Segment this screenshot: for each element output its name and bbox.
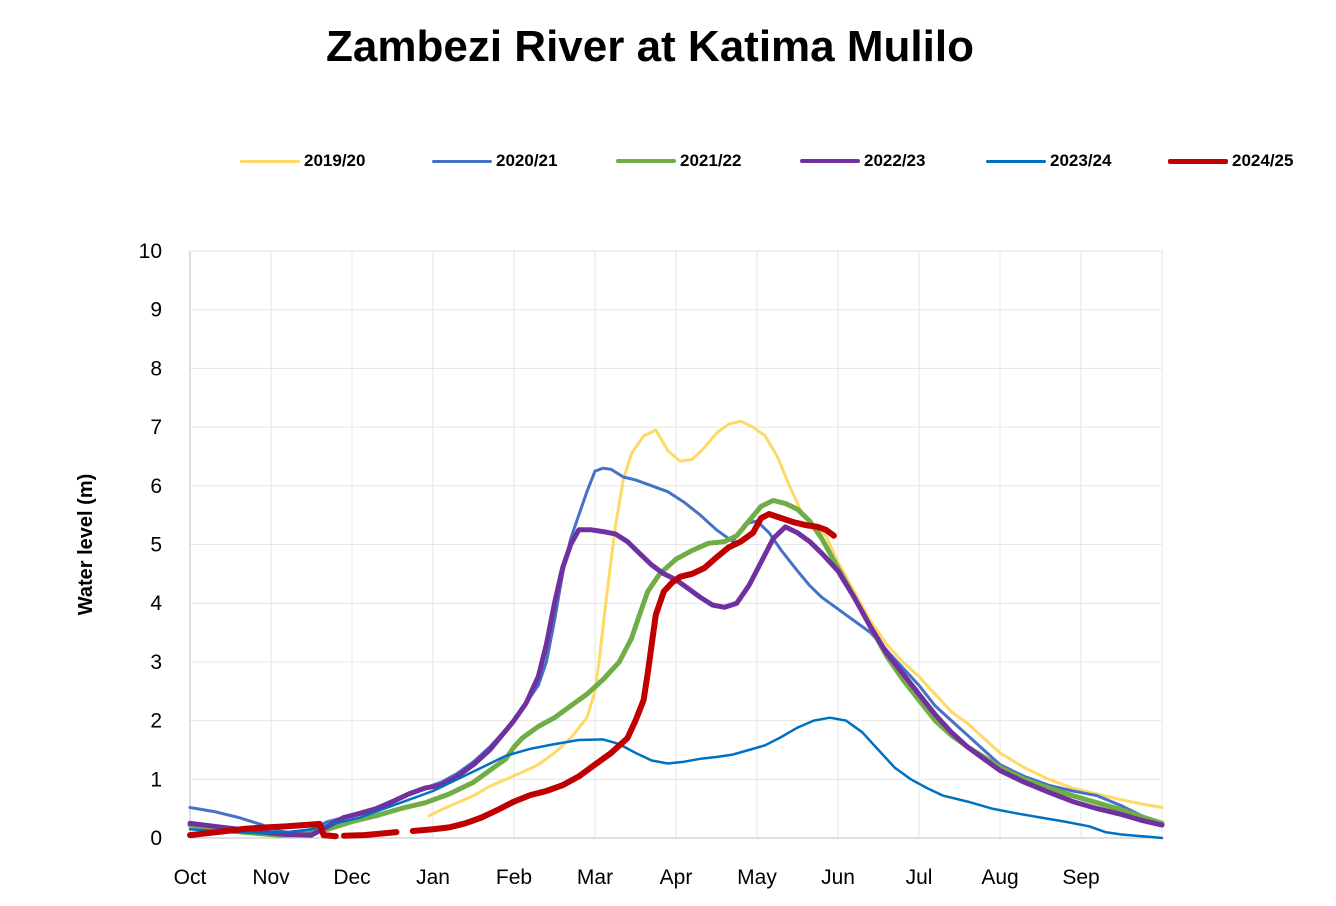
x-tick-label: Nov xyxy=(252,866,290,889)
legend-swatch xyxy=(986,159,1046,163)
legend-swatch xyxy=(240,159,300,163)
legend: 2019/20 2020/21 2021/22 2022/23 2023/24 2024/… xyxy=(240,148,1330,174)
legend-swatch xyxy=(1168,158,1228,164)
legend-label: 2020/21 xyxy=(496,151,558,170)
legend-label: 2024/25 xyxy=(1232,151,1294,170)
x-tick-label: Aug xyxy=(981,866,1018,889)
y-axis-label: Water level (m) xyxy=(75,474,97,616)
x-tick-label: Dec xyxy=(333,866,370,889)
legend-item: 2024/25 xyxy=(1168,148,1293,174)
y-tick-label: 3 xyxy=(150,651,162,674)
series-line-2019-20 xyxy=(427,419,1164,818)
legend-label: 2023/24 xyxy=(1050,151,1112,170)
x-tick-label: Jun xyxy=(821,866,855,889)
x-tick-label: Jan xyxy=(416,866,450,889)
legend-item: 2020/21 xyxy=(432,148,557,174)
x-tick-label: Apr xyxy=(660,866,693,889)
legend-swatch xyxy=(616,159,676,163)
y-tick-label: 6 xyxy=(150,475,162,498)
series-line-2022-23 xyxy=(187,524,1165,838)
series-line-2024-25 xyxy=(409,511,837,834)
legend-label: 2021/22 xyxy=(680,151,742,170)
y-tick-label: 8 xyxy=(150,357,162,380)
legend-label: 2019/20 xyxy=(304,151,366,170)
legend-item: 2019/20 xyxy=(240,148,365,174)
x-tick-label: Feb xyxy=(496,866,532,889)
y-tick-label: 0 xyxy=(150,827,162,850)
legend-label: 2022/23 xyxy=(864,151,926,170)
y-tick-label: 1 xyxy=(150,768,162,791)
chart-title: Zambezi River at Katima Mulilo xyxy=(326,22,974,71)
legend-item: 2023/24 xyxy=(986,148,1111,174)
x-tick-label: Oct xyxy=(174,866,207,889)
y-tick-label: 5 xyxy=(150,534,162,557)
x-tick-label: May xyxy=(737,866,777,889)
legend-item: 2022/23 xyxy=(800,148,925,174)
x-tick-label: Jul xyxy=(906,866,933,889)
legend-item: 2021/22 xyxy=(616,148,741,174)
y-tick-label: 9 xyxy=(150,299,162,322)
y-tick-label: 4 xyxy=(150,592,162,615)
legend-swatch xyxy=(432,159,492,163)
series-line-2024-25 xyxy=(340,829,400,839)
legend-swatch xyxy=(800,159,860,163)
series-line-2023-24 xyxy=(188,716,1164,840)
x-tick-label: Mar xyxy=(577,866,613,889)
x-tick-label: Sep xyxy=(1062,866,1099,889)
series-line-2024-25 xyxy=(187,820,339,840)
y-tick-label: 7 xyxy=(150,416,162,439)
y-tick-label: 2 xyxy=(150,710,162,733)
y-tick-label: 10 xyxy=(139,240,162,263)
